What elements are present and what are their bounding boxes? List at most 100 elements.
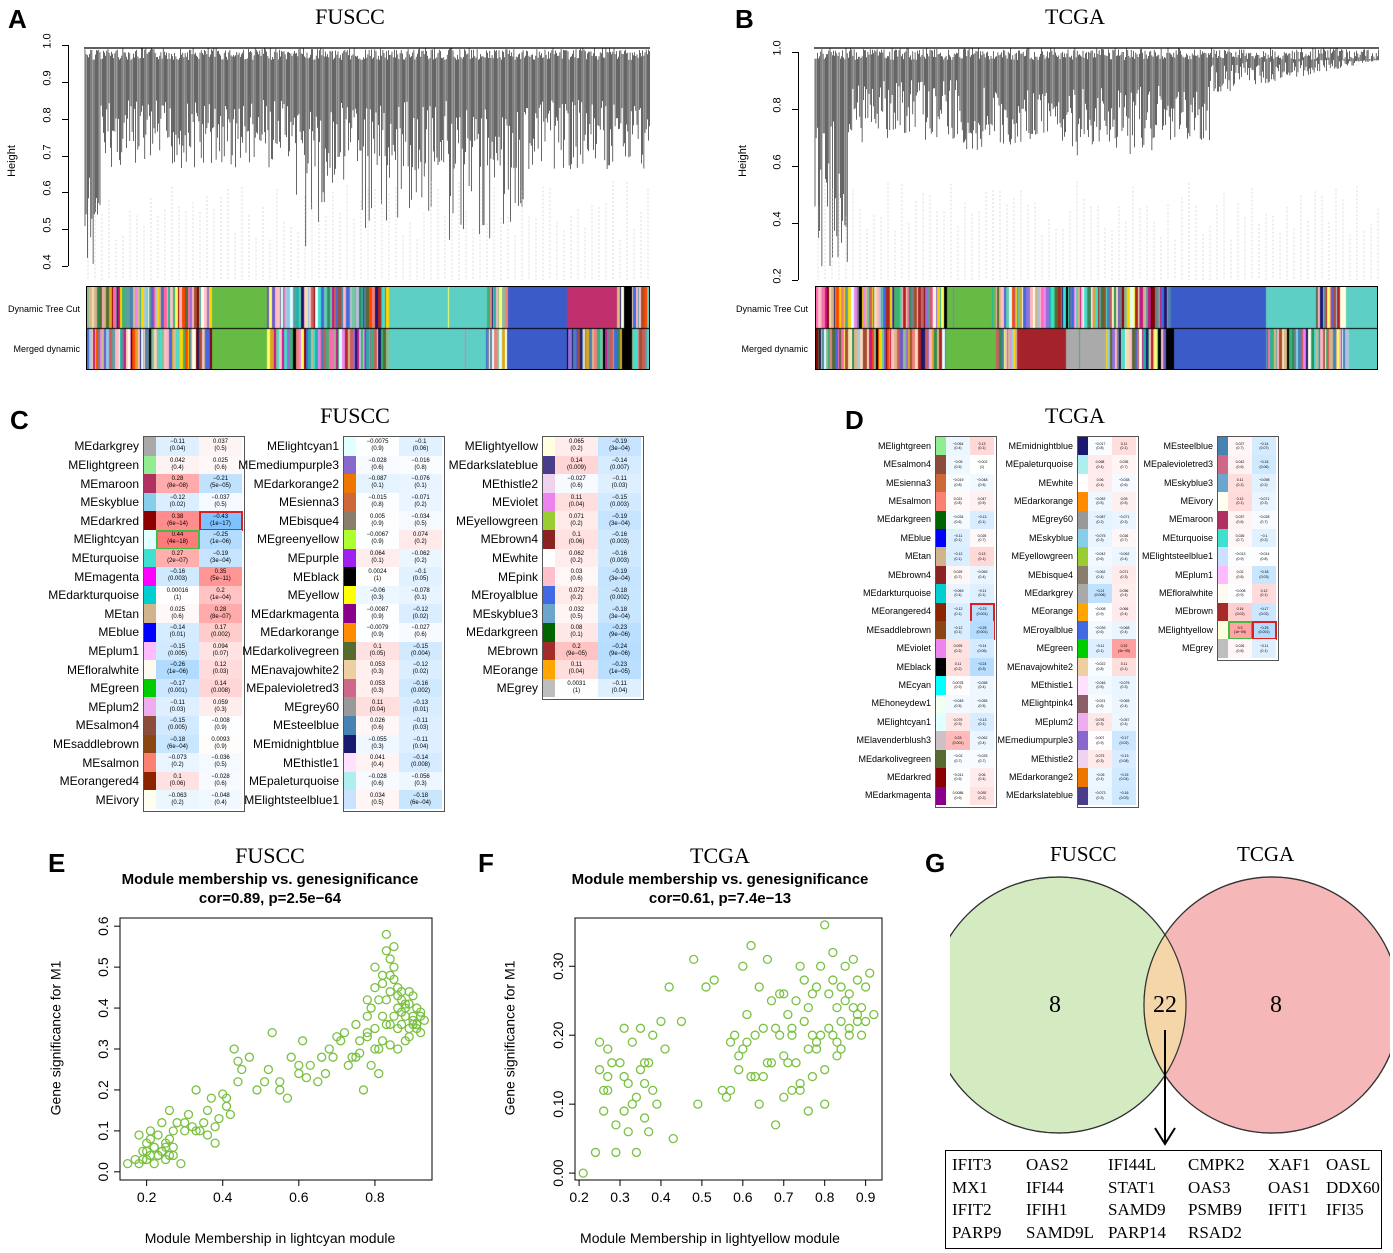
xtick-label: 0.6 <box>733 1189 753 1205</box>
correlation-value: −0.11 <box>170 699 185 706</box>
scatter-point <box>381 946 391 956</box>
correlation-value: −0.16 <box>412 681 429 688</box>
ytick-mark <box>792 223 798 224</box>
correlation-cell: −0.071 (0.3) <box>1112 510 1136 529</box>
module-color-swatch <box>936 786 946 805</box>
gene-name: OAS3 <box>1188 1177 1231 1197</box>
correlation-cell: −0.013 (0.9) <box>1228 547 1252 566</box>
module-name: MEgrey60 <box>284 699 339 714</box>
correlation-value: −0.014 <box>1258 552 1270 557</box>
p-value: (0.5) <box>978 501 986 506</box>
p-value: (0.1) <box>1120 666 1128 671</box>
venn-right-label: TCGA <box>1237 842 1295 866</box>
scatter-point <box>828 975 838 985</box>
correlation-value: −0.11 <box>1095 644 1105 649</box>
correlation-cell: −0.016 (0.8) <box>399 455 442 475</box>
p-value: (0.2) <box>414 502 427 509</box>
panel-f-ylabel: Gene significance for M1 <box>501 960 518 1116</box>
scatter-point <box>775 989 785 999</box>
p-value: (6e−04) <box>410 799 431 806</box>
correlation-cell: −0.028 (0.6) <box>356 771 399 791</box>
p-value: (0.1) <box>414 595 427 602</box>
correlation-cell: −0.075 (0.3) <box>1112 676 1136 695</box>
module-color-swatch <box>144 474 156 493</box>
p-value: (0.5) <box>954 703 962 708</box>
correlation-cell: −0.008 (0.9) <box>1228 584 1252 603</box>
module-name: MEdarkturquoise <box>862 587 931 598</box>
module-color-swatch <box>344 623 356 642</box>
correlation-cell: 0.12 (0.03) <box>199 660 242 679</box>
ytick: 0.5 <box>41 217 54 233</box>
p-value: (0.9) <box>954 685 962 690</box>
correlation-cell: 0.11 (0.2) <box>946 657 970 677</box>
correlation-value: −0.17 <box>1119 736 1129 741</box>
correlation-cell: 0.093 (0.2) <box>946 639 970 658</box>
correlation-cell: 0.28 (8e−07) <box>199 604 242 623</box>
correlation-value: 0.44 <box>171 532 184 539</box>
p-value: (0.9) <box>1096 740 1104 745</box>
p-value: (0.3) <box>1096 538 1104 543</box>
correlation-cell: −0.12 (0.02) <box>399 660 442 679</box>
p-value: (0.2) <box>1236 482 1244 487</box>
ytick-mark <box>62 118 68 120</box>
module-name: MElightcyan <box>73 532 139 547</box>
p-value: (0.6) <box>371 725 384 732</box>
p-value: (0.04) <box>568 669 585 676</box>
p-value: (0.06) <box>169 781 186 788</box>
scatter-point <box>362 995 372 1005</box>
correlation-value: −0.21 <box>212 476 229 483</box>
module-color-swatch <box>144 585 156 605</box>
module-color-swatch <box>144 623 156 642</box>
heatmap-column-group <box>1217 436 1279 661</box>
module-name: MEyellowgreen <box>455 513 538 528</box>
correlation-value: 0.065 <box>568 439 584 446</box>
p-value: (0.2) <box>1260 538 1268 543</box>
panel-a-ylabel: Height <box>5 145 18 177</box>
module-name: MEsalmon4 <box>883 459 931 470</box>
dendrogram-fuscc <box>84 47 650 280</box>
correlation-value: −0.18 <box>1259 570 1269 575</box>
p-value: (0.05) <box>369 650 386 657</box>
correlation-value: 0.2 <box>572 643 581 650</box>
correlation-value: 0.071 <box>1119 570 1129 575</box>
scatter-point <box>611 1147 621 1158</box>
correlation-value: −0.0075 <box>366 439 389 446</box>
scatter-point <box>836 982 846 992</box>
scatter-point <box>627 1099 637 1109</box>
correlation-value: −0.008 <box>1094 607 1106 612</box>
correlation-cell: 0.27 (2e−07) <box>156 548 199 568</box>
module-name: MEdarkgreen <box>876 514 931 525</box>
p-value: (4e−05) <box>1117 648 1131 653</box>
p-value: (0.9) <box>371 632 384 639</box>
module-color-swatch <box>543 567 555 586</box>
correlation-value: −0.19 <box>611 513 628 520</box>
module-color-swatch <box>344 548 356 568</box>
scatter-point <box>676 1016 687 1027</box>
scatter-point <box>362 1027 372 1038</box>
scatter-point <box>762 1058 773 1068</box>
correlation-cell: −0.027 (0.6) <box>399 623 442 642</box>
p-value: (0.4) <box>1120 593 1128 598</box>
correlation-value: −0.14 <box>412 755 429 762</box>
module-name: MEdarkgrey <box>1024 587 1073 598</box>
correlation-cell: −0.06 (0.3) <box>356 585 399 605</box>
scatter-point <box>746 940 756 951</box>
correlation-cell: −0.16 (0.06) <box>1252 455 1276 474</box>
scatter-point <box>619 1071 629 1082</box>
correlation-value: −0.05 <box>953 460 963 465</box>
correlation-value: 0.35 <box>214 569 227 576</box>
module-color-swatch <box>144 437 156 456</box>
correlation-cell: 0.2 (1e−04) <box>199 585 242 605</box>
gene-name: PSMB9 <box>1188 1200 1242 1219</box>
correlation-value: −0.14 <box>1259 441 1269 446</box>
panel-e-subtitle-line2: cor=0.89, p=2.5e−64 <box>198 890 342 907</box>
ytick-label: 0.5 <box>95 957 111 977</box>
p-value: (0.8) <box>1260 556 1268 561</box>
p-value: (1e−06) <box>167 669 188 676</box>
p-value: (0.5) <box>570 613 583 620</box>
correlation-value: 0.1 <box>373 643 382 650</box>
correlation-value: −0.11 <box>953 533 963 538</box>
p-value: (0.8) <box>414 464 427 471</box>
scatter-point <box>157 1118 167 1128</box>
scatter-point <box>795 1085 805 1096</box>
